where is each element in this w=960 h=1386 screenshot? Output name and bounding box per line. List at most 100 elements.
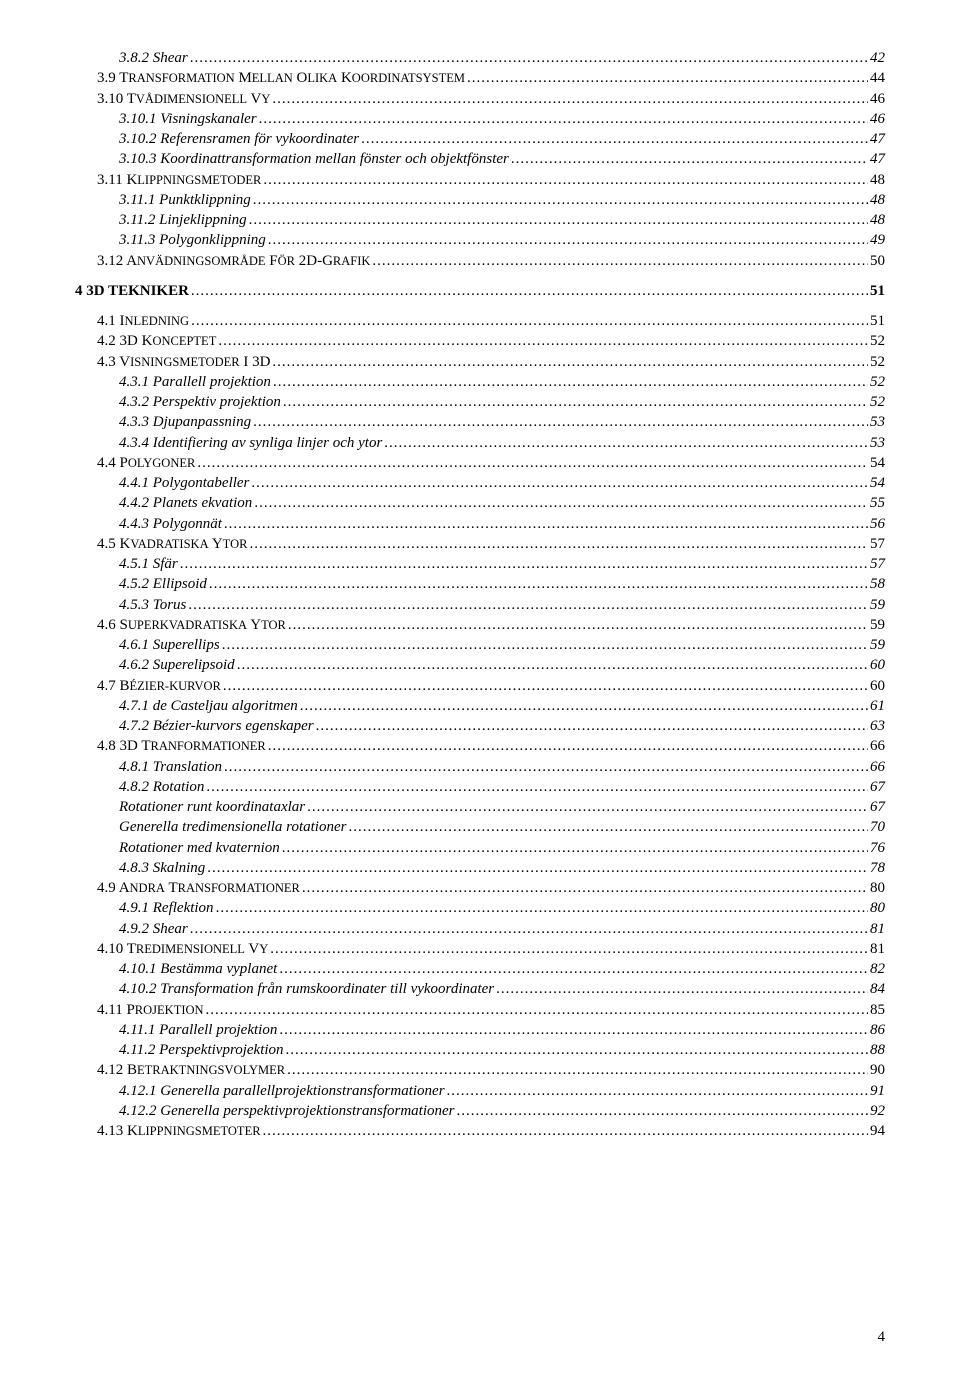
toc-entry-page: 67 [870,777,885,797]
toc-entry-page: 50 [870,251,885,271]
toc-entry: 3.11.1 Punktklippning 48 [75,190,885,210]
toc-entry-label: 4.5.3 Torus [119,595,186,615]
toc-leader-dots [249,534,868,554]
toc-leader-dots [511,149,868,169]
toc-entry: 3.11.3 Polygonklippning 49 [75,230,885,250]
toc-entry-page: 84 [870,979,885,999]
toc-leader-dots [283,392,868,412]
toc-entry: 4.11 PROJEKTION 85 [75,1000,885,1020]
toc-entry-label: 4.8.1 Translation [119,757,222,777]
toc-leader-dots [190,919,868,939]
toc-leader-dots [316,716,868,736]
toc-entry: 4.5 KVADRATISKA YTOR 57 [75,534,885,554]
toc-entry: 4.1 INLEDNING 51 [75,311,885,331]
toc-entry-page: 48 [870,210,885,230]
toc-entry: 4.13 KLIPPNINGSMETOTER 94 [75,1121,885,1141]
toc-entry-label: 3.10.1 Visningskanaler [119,109,257,129]
toc-entry-label: 3.11 KLIPPNINGSMETODER [97,170,261,190]
toc-leader-dots [263,170,868,190]
toc-leader-dots [207,858,868,878]
toc-leader-dots [457,1101,868,1121]
toc-entry-label: 4.4.1 Polygontabeller [119,473,249,493]
toc-leader-dots [348,817,868,837]
toc-entry-page: 81 [870,919,885,939]
toc-entry-label: 3.11.3 Polygonklippning [119,230,266,250]
toc-entry: 4.7.2 Bézier-kurvors egenskaper 63 [75,716,885,736]
toc-leader-dots [197,453,868,473]
toc-entry-page: 48 [870,190,885,210]
toc-leader-dots [272,352,868,372]
toc-entry-page: 58 [870,574,885,594]
toc-entry-label: 4.11 PROJEKTION [97,1000,204,1020]
toc-entry: 4.3 VISNINGSMETODER I 3D 52 [75,352,885,372]
toc-entry-label: 4.11.2 Perspektivprojektion [119,1040,284,1060]
toc-entry-label: Rotationer med kvaternion [119,838,280,858]
toc-entry-page: 67 [870,797,885,817]
toc-entry-page: 44 [870,68,885,88]
toc-entry: 4.10.2 Transformation från rumskoordinat… [75,979,885,999]
toc-entry: 3.12 ANVÄDNINGSOMRÅDE FÖR 2D-GRAFIK 50 [75,251,885,271]
toc-leader-dots [279,1020,868,1040]
toc-entry-page: 47 [870,149,885,169]
toc-entry-label: 4.11.1 Parallell projektion [119,1020,277,1040]
toc-entry-label: Generella tredimensionella rotationer [119,817,346,837]
toc-entry: 4.10 TREDIMENSIONELL VY 81 [75,939,885,959]
toc-entry: 3.10 TVÅDIMENSIONELL VY 46 [75,89,885,109]
toc-leader-dots [222,635,868,655]
toc-leader-dots [268,230,868,250]
toc-entry-label: 4.8.3 Skalning [119,858,205,878]
toc-leader-dots [263,1121,868,1141]
toc-leader-dots [206,1000,868,1020]
toc-leader-dots [209,574,868,594]
toc-entry: Rotationer runt koordinataxlar 67 [75,797,885,817]
toc-entry-label: 4.13 KLIPPNINGSMETOTER [97,1121,261,1141]
toc-entry-label: 4.4.2 Planets ekvation [119,493,252,513]
toc-entry-page: 52 [870,392,885,412]
toc-entry-page: 76 [870,838,885,858]
toc-leader-dots [279,959,868,979]
toc-entry: 4.8.2 Rotation 67 [75,777,885,797]
toc-leader-dots [372,251,868,271]
toc-entry-label: 4.2 3D KONCEPTET [97,331,216,351]
toc-entry-page: 92 [870,1101,885,1121]
toc-entry-label: 4.9.1 Reflektion [119,898,214,918]
toc-entry-label: 4.5.1 Sfär [119,554,178,574]
toc-entry-label: 4.12.1 Generella parallellprojektionstra… [119,1081,445,1101]
toc-entry-page: 53 [870,412,885,432]
toc-entry-label: 4.8 3D TRANFORMATIONER [97,736,266,756]
toc-entry: 4.7.1 de Casteljau algoritmen 61 [75,696,885,716]
toc-entry-page: 52 [870,372,885,392]
toc-leader-dots [300,696,868,716]
toc-entry: 4.6.2 Superelipsoid 60 [75,655,885,675]
toc-entry-page: 56 [870,514,885,534]
toc-entry-page: 59 [870,635,885,655]
toc-entry: 4.4.2 Planets ekvation 55 [75,493,885,513]
toc-leader-dots [180,554,868,574]
toc-entry: 4.8.1 Translation 66 [75,757,885,777]
toc-leader-dots [253,190,868,210]
toc-entry-label: 4.3 VISNINGSMETODER I 3D [97,352,270,372]
toc-entry: 3.11.2 Linjeklippning 48 [75,210,885,230]
toc-entry-label: 4.4 POLYGONER [97,453,195,473]
toc-entry: 4.5.2 Ellipsoid 58 [75,574,885,594]
toc-entry: 4.4 POLYGONER 54 [75,453,885,473]
toc-leader-dots [384,433,868,453]
toc-entry-label: 3.10.3 Koordinattransformation mellan fö… [119,149,509,169]
toc-entry-label: 3.10.2 Referensramen för vykoordinater [119,129,359,149]
toc-leader-dots [188,595,868,615]
toc-entry-page: 47 [870,129,885,149]
toc-entry-label: 4.3.2 Perspektiv projektion [119,392,281,412]
toc-leader-dots [224,757,868,777]
toc-leader-dots [216,898,868,918]
toc-entry-label: 4.3.1 Parallell projektion [119,372,271,392]
toc-entry-label: 4.10 TREDIMENSIONELL VY [97,939,268,959]
toc-leader-dots [302,878,868,898]
toc-entry-label: 4.6.2 Superelipsoid [119,655,235,675]
toc-entry-label: 3.12 ANVÄDNINGSOMRÅDE FÖR 2D-GRAFIK [97,251,370,271]
toc-entry: 4.8 3D TRANFORMATIONER 66 [75,736,885,756]
toc-entry: 4.9.2 Shear 81 [75,919,885,939]
toc-entry-page: 51 [870,281,885,301]
toc-entry-label: 3.11.2 Linjeklippning [119,210,247,230]
toc-entry-label: 4.10.1 Bestämma vyplanet [119,959,277,979]
toc-entry-page: 57 [870,554,885,574]
